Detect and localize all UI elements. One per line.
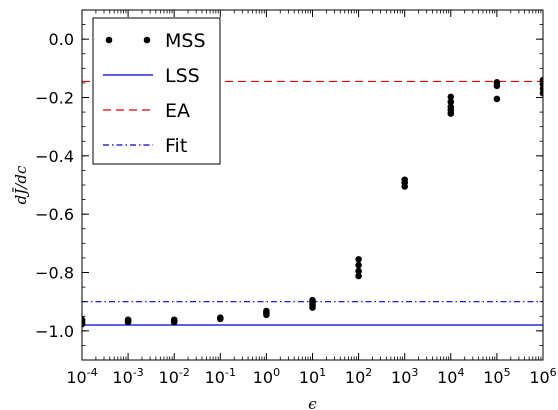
- x-tick-label: 104: [437, 366, 464, 387]
- legend-label-fit: Fit: [165, 135, 187, 157]
- data-point: [447, 110, 455, 117]
- data-point: [355, 261, 362, 269]
- data-point: [539, 89, 543, 97]
- data-point: [355, 267, 362, 275]
- y-tick-label: −0.6: [35, 205, 74, 224]
- data-point: [82, 320, 86, 328]
- data-point: [217, 315, 224, 323]
- data-point: [124, 318, 132, 326]
- y-tick-label: −0.4: [35, 147, 74, 166]
- y-tick-label: −0.2: [35, 89, 74, 108]
- legend-label-lss: LSS: [165, 65, 200, 87]
- x-tick-label: 10-1: [205, 366, 236, 387]
- data-point: [309, 304, 316, 311]
- legend: MSS LSS EA Fit: [92, 17, 221, 165]
- x-tick-label: 10-3: [112, 366, 143, 387]
- x-tick-label: 105: [483, 366, 510, 387]
- data-point: [170, 318, 178, 326]
- axes: 10-4 10-3 10-2 10-1 100 101 102 103 104 105 106 0.0…: [35, 9, 557, 387]
- data-point: [355, 272, 362, 280]
- x-tick-label: 103: [391, 366, 418, 387]
- data-point: [447, 98, 455, 106]
- x-tick-label: 102: [345, 366, 372, 387]
- data-point: [447, 93, 455, 101]
- y-tick-label: 0.0: [49, 30, 74, 49]
- data-point: [355, 256, 362, 263]
- x-tick-label: 10-4: [66, 366, 97, 387]
- data-point: [493, 95, 501, 103]
- legend-box: [92, 17, 221, 165]
- legend-label-mss: MSS: [165, 30, 206, 52]
- x-tick-label: 106: [529, 366, 556, 387]
- data-point: [493, 82, 501, 90]
- x-tick-label: 10-2: [159, 366, 190, 387]
- x-axis-label: ϵ: [308, 395, 317, 410]
- y-tick-label: −0.8: [35, 264, 74, 283]
- legend-marker-mss: [105, 36, 113, 44]
- y-axis-label: dJ̄/dc: [12, 165, 30, 204]
- data-point: [263, 311, 270, 319]
- data-point: [401, 183, 409, 190]
- chart-marks: [82, 76, 543, 328]
- legend-marker-mss: [143, 36, 151, 44]
- x-tick-label: 101: [299, 366, 326, 387]
- legend-label-ea: EA: [165, 100, 190, 122]
- x-tick-label: 100: [253, 366, 280, 387]
- y-tick-label: −1.0: [35, 322, 74, 341]
